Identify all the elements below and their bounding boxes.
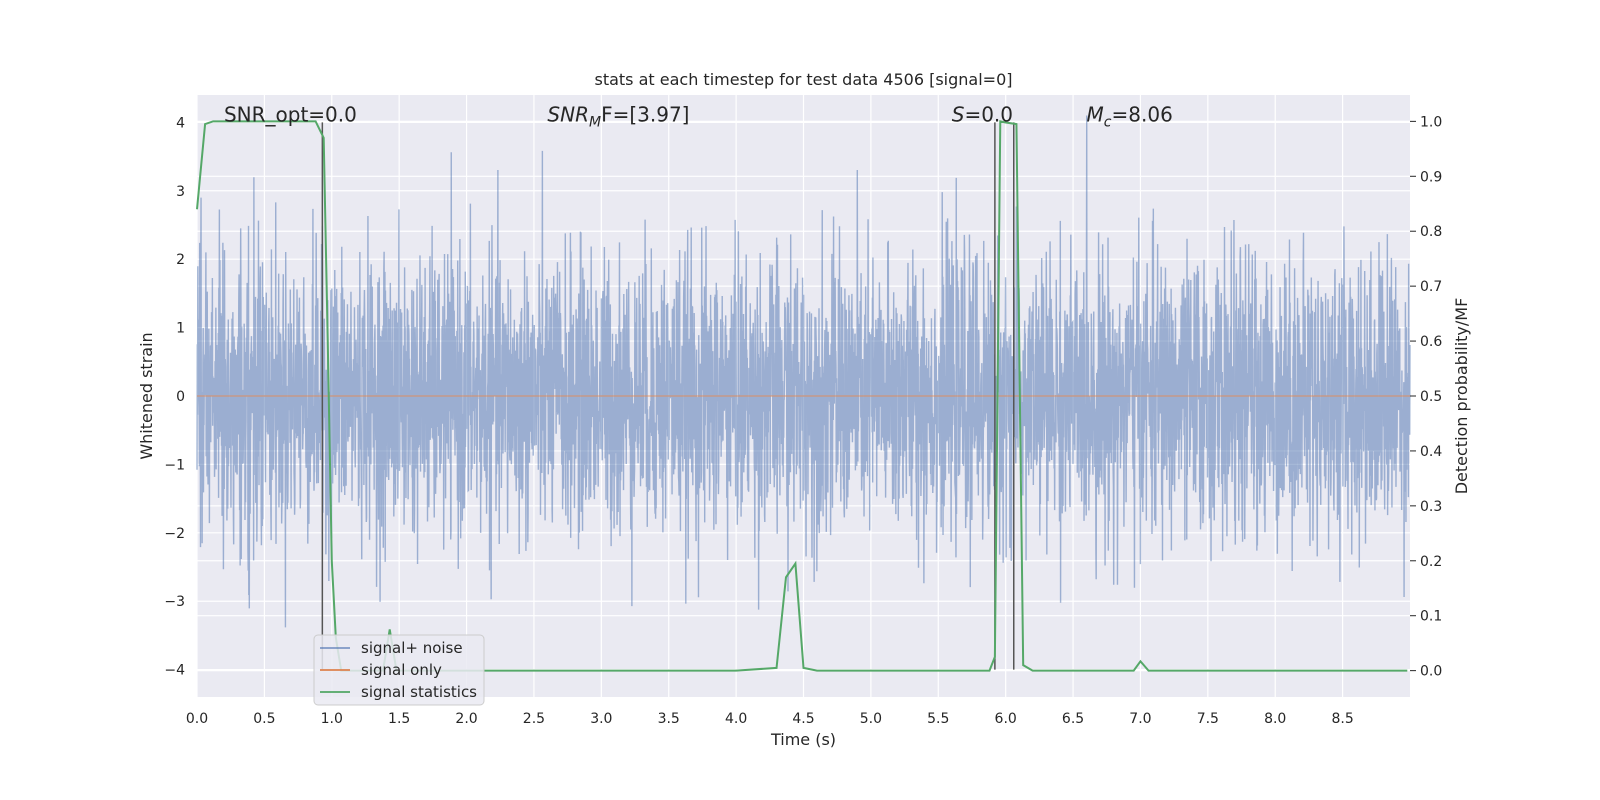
signal-noise-line [196,115,1411,628]
y-tick-label: −4 [164,663,185,679]
x-tick-label: 5.5 [927,711,949,727]
x-tick-label: 0.5 [253,711,275,727]
x-tick-label: 8.5 [1331,711,1353,727]
y-tick-label: 0 [176,389,185,405]
y-tick-label: 4 [176,115,185,131]
x-tick-label: 6.0 [995,711,1017,727]
annotation-symbol: SNR [547,103,589,127]
x-tick-label: 1.5 [388,711,410,727]
annotation-symbol: S [952,103,965,127]
y-tick-label: −2 [164,526,185,542]
y2-tick-label: 0.0 [1420,664,1442,680]
y2-tick-label: 0.8 [1420,224,1442,240]
y-tick-label: −1 [164,457,185,473]
annotation-symbol: M [1087,103,1104,127]
y-tick-label: −3 [164,594,185,610]
y-tick-label: 2 [176,252,185,268]
x-tick-label: 2.5 [523,711,545,727]
y-tick-label: 1 [176,321,185,337]
legend-box [313,634,485,706]
y2-tick-label: 0.3 [1420,499,1442,515]
x-tick-label: 8.0 [1264,711,1286,727]
x-axis-label: Time (s) [770,730,836,749]
annotation-0: SNR_opt=0.0 [224,103,357,127]
y2-tick-label: 0.4 [1420,444,1442,460]
y-axis-label: Whitened strain [137,332,156,459]
y2-tick-label: 0.6 [1420,334,1442,350]
y-tick-label: 3 [176,184,185,200]
x-tick-label: 1.0 [321,711,343,727]
x-tick-label: 4.5 [792,711,814,727]
x-tick-label: 2.0 [455,711,477,727]
y2-tick-label: 0.1 [1420,609,1442,625]
annotations: SNR_opt=0.0 SNRMF=[3.97] S=0.0 Mc=8.06 [224,103,1173,131]
y2-tick-label: 0.7 [1420,279,1442,295]
legend-label: signal only [361,661,442,679]
annotation-3: Mc=8.06 [1087,103,1173,131]
x-tick-label: 4.0 [725,711,747,727]
annotation-value: F=[3.97] [601,103,689,127]
y2-tick-label: 0.5 [1420,389,1442,405]
annotation-subscript: M [589,115,601,131]
y2-tick-label: 0.2 [1420,554,1442,570]
annotation-2: S=0.0 [952,103,1013,127]
x-tick-label: 7.0 [1129,711,1151,727]
tick-labels: 0.0 0.5 1.0 1.5 2.0 2.5 3.0 3.5 4.0 4.5 5.0 5.5 6.0 6… [164,114,1442,727]
y2-axis-label: Detection probability/MF [1452,298,1471,495]
legend-label: signal+ noise [361,639,463,657]
x-tick-label: 0.0 [186,711,208,727]
series-signal-statistics [196,120,1408,672]
y2-tick-label: 0.9 [1420,169,1442,185]
y2-tick-label: 1.0 [1420,114,1442,130]
signal-statistics-line [196,120,1408,672]
annotation-value: =0.0 [964,103,1013,127]
legend: signal+ noise signal only signal statistic… [313,634,485,706]
annotation-1: SNRMF=[3.97] [547,103,689,131]
x-tick-label: 7.5 [1197,711,1219,727]
legend-label: signal statistics [361,683,477,701]
series-signal-noise [196,115,1411,628]
annotation-subscript: c [1104,115,1112,131]
x-tick-label: 3.0 [590,711,612,727]
chart-title: stats at each timestep for test data 450… [594,70,1012,89]
x-tick-label: 3.5 [658,711,680,727]
x-tick-label: 6.5 [1062,711,1084,727]
annotation-value: =8.06 [1112,103,1173,127]
x-tick-label: 5.0 [860,711,882,727]
